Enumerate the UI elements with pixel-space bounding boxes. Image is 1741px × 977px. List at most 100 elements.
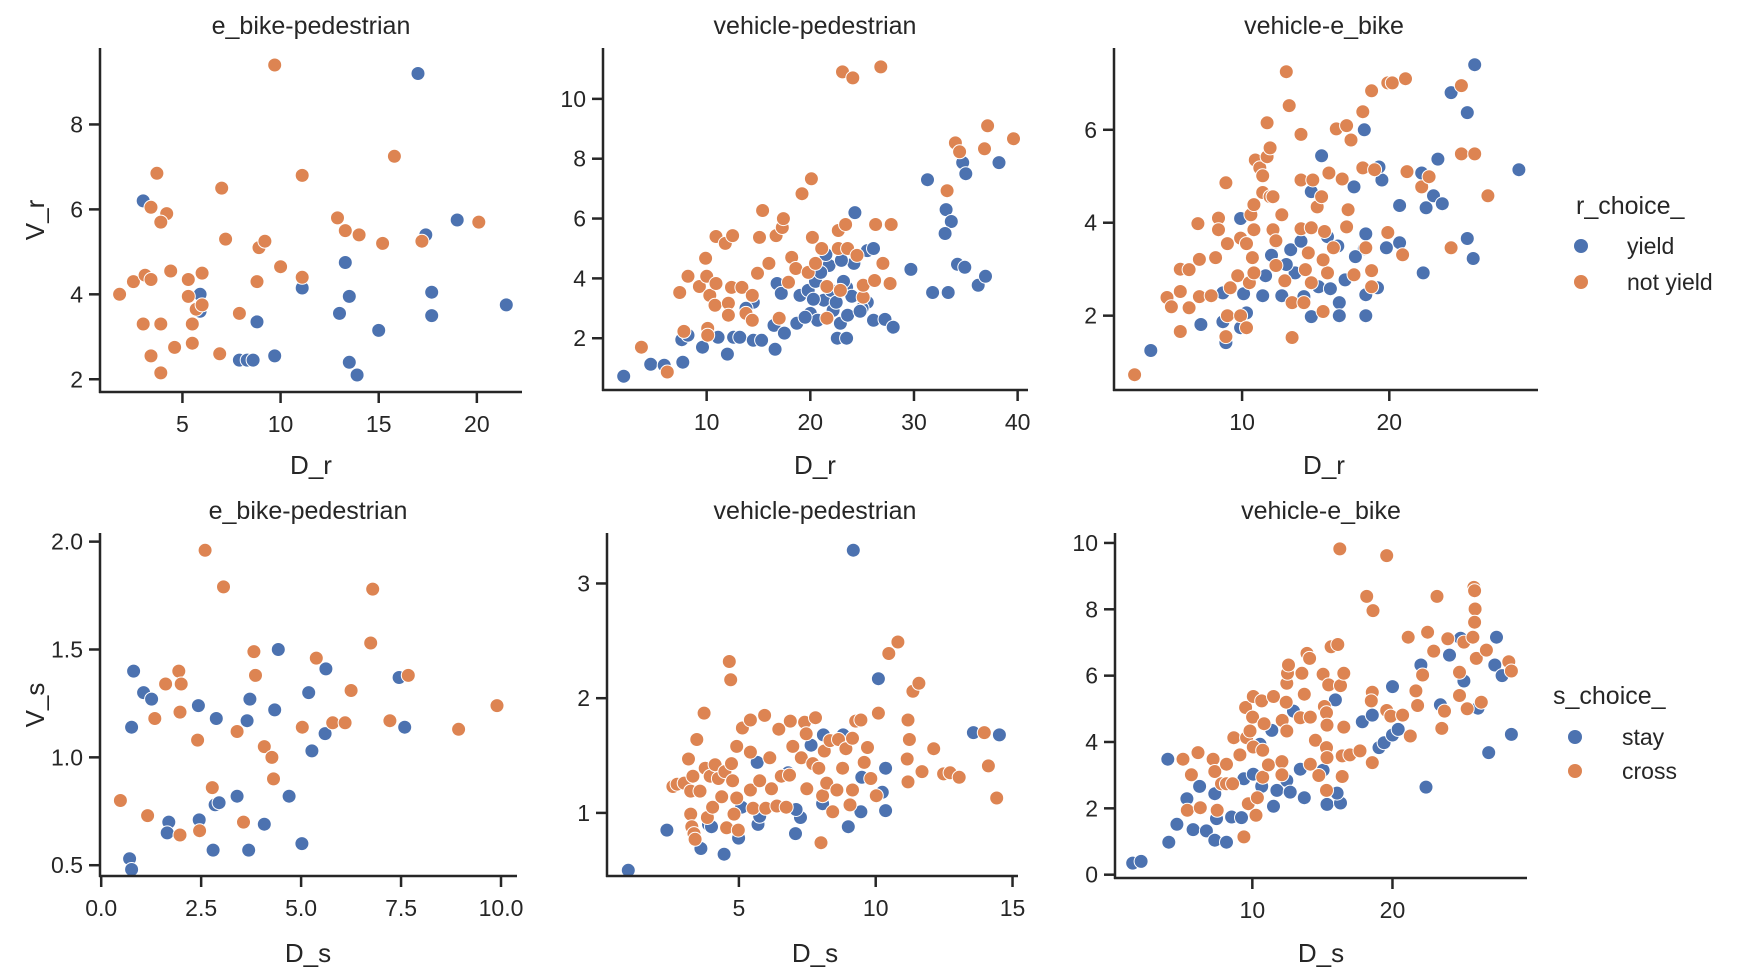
data-point xyxy=(1503,663,1519,679)
data-point xyxy=(811,760,827,776)
data-point xyxy=(1205,751,1221,767)
x-tick-label: 10 xyxy=(1240,897,1266,923)
data-point xyxy=(1390,721,1406,737)
data-point xyxy=(241,842,257,858)
data-point xyxy=(1246,222,1262,238)
data-point xyxy=(1418,200,1434,216)
scatter-points xyxy=(620,542,1007,878)
x-tick-label: 15 xyxy=(1000,895,1026,921)
data-point xyxy=(1430,151,1446,167)
data-point xyxy=(778,799,794,815)
data-point xyxy=(1325,240,1341,256)
data-point xyxy=(742,712,758,728)
data-point xyxy=(301,685,317,701)
data-point xyxy=(1489,629,1504,645)
data-point xyxy=(337,715,353,731)
data-point xyxy=(270,642,286,657)
data-point xyxy=(805,291,821,307)
data-point xyxy=(732,329,748,345)
data-point xyxy=(1274,207,1290,223)
data-point xyxy=(1434,720,1450,736)
data-point xyxy=(124,862,140,877)
data-point xyxy=(1364,263,1380,279)
data-point xyxy=(144,691,160,707)
data-point xyxy=(1127,367,1143,383)
data-point xyxy=(112,793,128,808)
data-point xyxy=(212,346,228,362)
data-point xyxy=(1410,698,1426,713)
data-point xyxy=(489,698,505,714)
data-point xyxy=(449,212,465,228)
y-tick-label: 8 xyxy=(573,146,586,172)
data-point xyxy=(1219,308,1235,324)
data-point xyxy=(229,788,245,804)
series-stay xyxy=(620,542,1007,878)
data-point xyxy=(991,727,1007,743)
data-point xyxy=(153,365,169,381)
data-point xyxy=(771,310,787,326)
data-point xyxy=(337,255,353,270)
data-point xyxy=(853,804,869,820)
data-point xyxy=(672,285,688,300)
data-point xyxy=(866,241,881,256)
legend-label-cross: cross xyxy=(1622,758,1677,784)
data-point xyxy=(239,713,255,729)
data-point xyxy=(1296,790,1312,806)
data-point xyxy=(1133,853,1149,869)
data-point xyxy=(294,719,310,735)
data-point xyxy=(1314,189,1330,205)
data-point xyxy=(788,261,804,276)
data-point xyxy=(900,774,916,790)
data-point xyxy=(1402,728,1418,744)
data-point xyxy=(794,186,810,202)
data-point xyxy=(229,724,245,739)
data-point xyxy=(1234,810,1249,826)
data-point xyxy=(870,705,886,721)
data-point xyxy=(815,788,831,804)
data-point xyxy=(939,183,955,199)
data-point xyxy=(977,141,992,157)
data-point xyxy=(1160,751,1176,767)
data-point xyxy=(1363,693,1379,709)
data-point xyxy=(171,663,187,679)
data-point xyxy=(1006,131,1021,147)
data-point xyxy=(1399,164,1415,180)
data-point xyxy=(1279,723,1295,739)
data-point xyxy=(424,284,440,300)
data-point xyxy=(819,279,835,294)
data-point xyxy=(273,259,289,275)
data-point xyxy=(725,773,741,789)
data-point xyxy=(1302,756,1318,772)
data-point xyxy=(1467,146,1483,162)
x-tick-label: 10 xyxy=(268,411,294,437)
data-point xyxy=(890,634,906,650)
data-point xyxy=(153,316,169,332)
data-point xyxy=(1256,716,1272,732)
x-axis-label: D_r xyxy=(290,450,332,480)
data-point xyxy=(689,732,705,747)
data-point xyxy=(304,743,320,759)
data-point xyxy=(832,282,848,298)
data-point xyxy=(205,842,221,858)
data-point xyxy=(1218,329,1234,345)
legend-title: s_choice_ xyxy=(1553,682,1667,710)
data-point xyxy=(881,646,897,661)
data-point xyxy=(680,268,696,284)
data-point xyxy=(771,721,787,737)
data-point xyxy=(875,255,891,271)
data-point xyxy=(143,272,159,287)
data-point xyxy=(332,305,347,321)
data-point xyxy=(1226,730,1242,746)
data-point xyxy=(1169,816,1185,832)
panel-title: vehicle-pedestrian xyxy=(714,12,917,40)
data-point xyxy=(351,227,367,243)
data-point xyxy=(1352,743,1368,759)
data-point xyxy=(1266,798,1281,814)
y-tick-label: 6 xyxy=(1084,117,1097,143)
data-point xyxy=(1278,694,1294,710)
data-point xyxy=(1339,219,1355,235)
data-point xyxy=(216,579,231,595)
data-point xyxy=(633,339,649,355)
data-point xyxy=(835,760,851,776)
